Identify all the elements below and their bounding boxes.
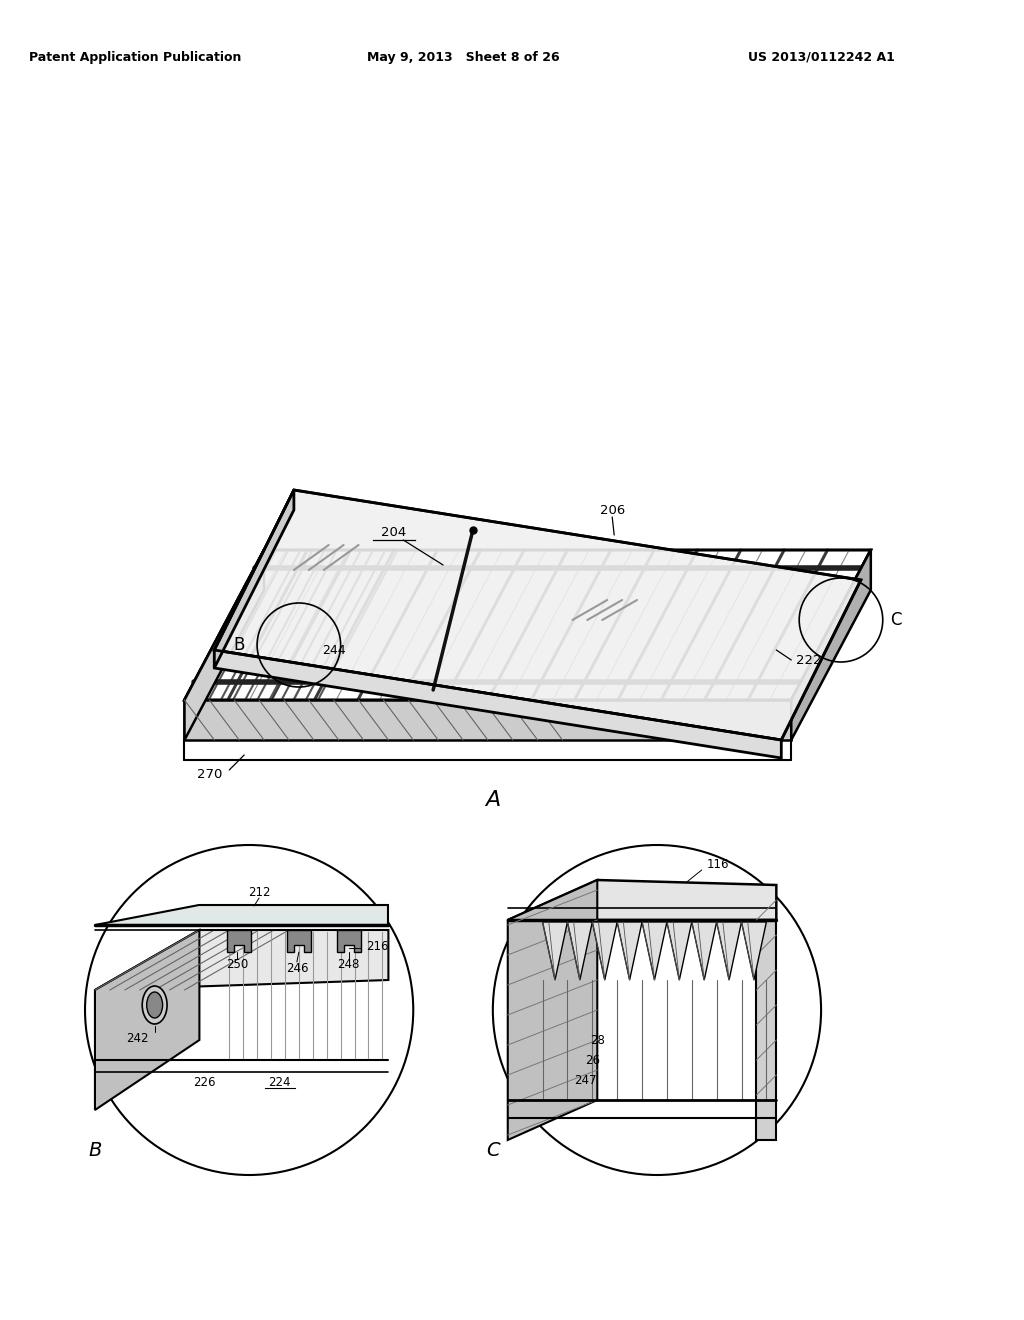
Polygon shape <box>642 921 667 979</box>
Polygon shape <box>214 490 294 668</box>
Polygon shape <box>95 906 388 925</box>
Text: 116: 116 <box>707 858 729 871</box>
Text: 247: 247 <box>574 1073 597 1086</box>
Polygon shape <box>617 921 642 979</box>
Polygon shape <box>567 921 592 979</box>
Polygon shape <box>95 931 388 990</box>
Polygon shape <box>184 550 264 741</box>
Text: Patent Application Publication: Patent Application Publication <box>29 50 241 63</box>
Text: 248: 248 <box>338 958 359 972</box>
Text: 226: 226 <box>194 1076 216 1089</box>
Text: 222: 222 <box>797 653 821 667</box>
Text: 216: 216 <box>367 940 389 953</box>
Polygon shape <box>741 921 766 979</box>
Polygon shape <box>214 490 861 741</box>
Text: C: C <box>890 611 901 630</box>
Text: 250: 250 <box>226 958 249 972</box>
Text: 28: 28 <box>590 1034 605 1047</box>
Text: A: A <box>485 789 501 810</box>
Polygon shape <box>508 880 597 1140</box>
Polygon shape <box>227 931 251 952</box>
Text: C: C <box>486 1140 500 1159</box>
Polygon shape <box>757 920 776 1140</box>
Polygon shape <box>95 931 200 1110</box>
Polygon shape <box>184 550 870 700</box>
Ellipse shape <box>146 993 163 1018</box>
Text: 212: 212 <box>248 886 270 899</box>
Polygon shape <box>543 921 567 979</box>
Circle shape <box>85 845 414 1175</box>
Polygon shape <box>214 649 781 758</box>
Text: 204: 204 <box>381 525 406 539</box>
Polygon shape <box>792 550 870 741</box>
Polygon shape <box>184 700 792 741</box>
Text: 270: 270 <box>197 768 222 781</box>
Text: B: B <box>88 1140 101 1159</box>
Text: 244: 244 <box>322 644 345 656</box>
Text: 206: 206 <box>600 503 625 516</box>
Text: 224: 224 <box>267 1076 290 1089</box>
Text: B: B <box>233 636 245 653</box>
Polygon shape <box>592 921 617 979</box>
Text: 26: 26 <box>585 1053 600 1067</box>
Polygon shape <box>692 921 717 979</box>
Polygon shape <box>667 921 692 979</box>
Ellipse shape <box>142 986 167 1024</box>
Text: May 9, 2013   Sheet 8 of 26: May 9, 2013 Sheet 8 of 26 <box>367 50 559 63</box>
Polygon shape <box>717 921 741 979</box>
Text: FIG. 8: FIG. 8 <box>246 1146 302 1164</box>
Polygon shape <box>287 931 311 952</box>
Polygon shape <box>508 880 776 920</box>
Circle shape <box>493 845 821 1175</box>
Polygon shape <box>337 931 360 952</box>
Text: 242: 242 <box>127 1031 148 1044</box>
Text: 246: 246 <box>286 961 308 974</box>
Text: US 2013/0112242 A1: US 2013/0112242 A1 <box>748 50 895 63</box>
